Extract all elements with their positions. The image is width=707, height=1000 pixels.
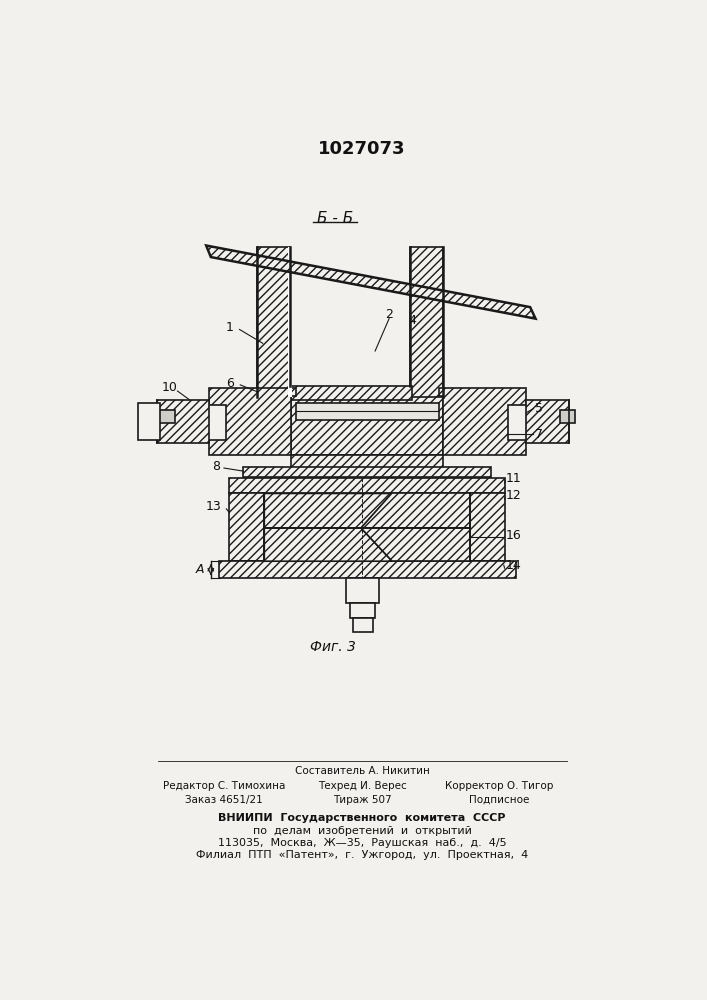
Text: 11: 11 — [506, 472, 521, 485]
Text: Филиал  ПТП  «Патент»,  г.  Ужгород,  ул.  Проектная,  4: Филиал ПТП «Патент», г. Ужгород, ул. Про… — [196, 850, 528, 860]
Bar — [291, 455, 443, 469]
Bar — [156, 400, 209, 443]
Polygon shape — [361, 493, 469, 528]
Text: 1: 1 — [226, 321, 233, 334]
Text: 1027073: 1027073 — [318, 140, 406, 158]
Text: 4: 4 — [409, 314, 416, 327]
Text: 113035,  Москва,  Ж—35,  Раушская  наб.,  д.  4/5: 113035, Москва, Ж—35, Раушская наб., д. … — [218, 838, 506, 848]
Bar — [230, 561, 264, 575]
Polygon shape — [264, 493, 392, 528]
Polygon shape — [361, 528, 469, 561]
Bar — [346, 578, 379, 603]
Bar — [469, 561, 505, 575]
Text: 13: 13 — [206, 500, 222, 513]
Text: 14: 14 — [506, 559, 521, 572]
Polygon shape — [264, 493, 469, 561]
Text: по  делам  изобретений  и  открытий: по делам изобретений и открытий — [252, 826, 472, 836]
Bar — [410, 247, 443, 397]
Text: Тираж 507: Тираж 507 — [332, 795, 391, 805]
Text: 12: 12 — [506, 489, 521, 502]
Text: 10: 10 — [162, 381, 177, 394]
Bar — [156, 410, 175, 423]
Text: ВНИИПИ  Государственного  комитета  СССР: ВНИИПИ Государственного комитета СССР — [218, 813, 506, 823]
Text: 2: 2 — [385, 308, 393, 321]
Bar — [469, 493, 505, 561]
Bar — [526, 400, 569, 443]
Text: 5: 5 — [535, 402, 544, 415]
Text: 7: 7 — [535, 428, 544, 441]
Polygon shape — [209, 388, 296, 455]
Text: Техред И. Верес: Техред И. Верес — [317, 781, 407, 791]
Text: Редактор С. Тимохина: Редактор С. Тимохина — [163, 781, 285, 791]
Text: 8: 8 — [212, 460, 221, 473]
Bar — [559, 410, 575, 423]
Bar — [230, 478, 505, 493]
Text: Подписное: Подписное — [469, 795, 530, 805]
Bar — [353, 618, 373, 632]
Text: А: А — [196, 563, 204, 576]
Polygon shape — [264, 528, 392, 561]
Text: 16: 16 — [506, 529, 521, 542]
Bar — [257, 247, 290, 397]
Bar — [230, 493, 264, 561]
Bar — [351, 603, 375, 618]
Text: Б - Б: Б - Б — [317, 211, 353, 226]
Bar — [288, 247, 292, 397]
Polygon shape — [206, 246, 535, 319]
Bar — [218, 561, 516, 578]
Text: Составитель А. Никитин: Составитель А. Никитин — [295, 766, 429, 776]
Polygon shape — [438, 388, 526, 455]
Bar — [243, 466, 491, 477]
Bar — [138, 403, 160, 440]
Bar — [291, 386, 411, 400]
Text: 6: 6 — [226, 377, 234, 390]
Bar — [291, 396, 443, 455]
Bar — [296, 403, 438, 420]
Text: Корректор О. Тигор: Корректор О. Тигор — [445, 781, 554, 791]
Text: Фиг. 3: Фиг. 3 — [310, 640, 356, 654]
Text: Заказ 4651/21: Заказ 4651/21 — [185, 795, 263, 805]
